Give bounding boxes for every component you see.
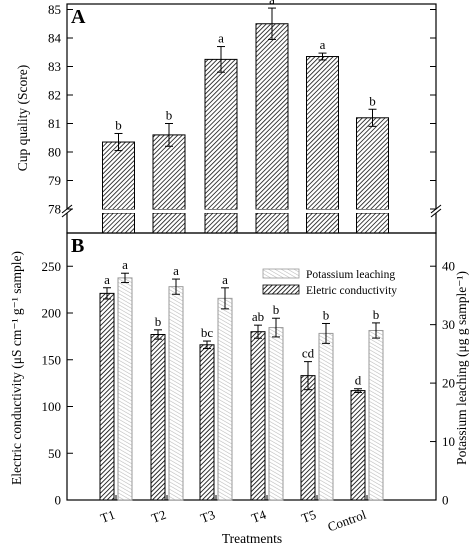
panel-a-y-tick-label: 79 (48, 173, 61, 188)
panel-b-left-y-tick-label: 50 (48, 446, 61, 461)
panel-a: A Cup quality (Score) 78 79 80 81 82 83 84 85 b… (15, 0, 442, 234)
panel-b-x-tick-label-t3: T3 (198, 507, 217, 526)
panel-b-right-y-tick-label: 10 (442, 434, 455, 449)
panel-b-ec-bar-t4 (250, 331, 266, 501)
panel-b-right-y-tick-label: 40 (442, 259, 455, 274)
panel-a-y-tick-label: 85 (48, 2, 61, 17)
panel-a-bar-t1 (102, 141, 135, 210)
panel-a-bar-stub-t5 (306, 212, 339, 234)
panel-b-k-letter-t3: a (222, 272, 228, 287)
panel-b-ec-letter-control: d (355, 373, 362, 388)
panel-a-y-axis: 78 79 80 81 82 83 84 85 (48, 2, 436, 217)
panel-b-ec-letter-t2: b (155, 314, 162, 329)
panel-a-y-tick-label: 80 (48, 145, 61, 160)
panel-b-ec-bar-t5 (300, 375, 316, 501)
panel-b-y-axis-title: Electric conductivity (μS cm⁻¹ g⁻¹ sampl… (9, 251, 24, 485)
panel-b-ec-bar-t1 (99, 292, 115, 501)
panel-b-letter: B (71, 235, 84, 257)
panel-b-x-tick-label-t5: T5 (299, 507, 318, 526)
panel-b-k-letter-control: b (373, 307, 380, 322)
panel-b-k-bar-t1 (117, 277, 133, 501)
panel-b-right-y-tick-label: 0 (442, 493, 449, 508)
panel-a-y-tick-label: 82 (48, 88, 61, 103)
legend-swatch-potassium-leaching (262, 268, 300, 279)
panel-b-right-y-axis-title: Potassium leaching (μg g sample⁻¹) (454, 271, 469, 465)
panel-a-letter: A (71, 6, 86, 28)
panel-a-break-gap (65, 209, 438, 213)
panel-a-bar-t4 (255, 23, 289, 210)
panel-a-y-tick-label: 78 (48, 202, 61, 217)
panel-b-x-axis: T1 T2 T3 T4 T5 Control (98, 495, 368, 534)
panel-b-x-tick-label-t4: T4 (249, 507, 268, 526)
panel-a-y-tick-label: 84 (48, 31, 62, 46)
legend-swatch-eletric-conductivity (262, 284, 300, 295)
panel-a-y-tick-label: 83 (48, 59, 61, 74)
panel-a-bar-stub-t4 (255, 212, 289, 234)
panel-b-left-y-axis: 0 50 100 150 200 250 (42, 259, 73, 508)
panel-b: B Electric conductivity (μS cm⁻¹ g⁻¹ sam… (9, 232, 469, 546)
panel-b-left-y-tick-label: 200 (42, 306, 62, 321)
panel-a-y-axis-title: Cup quality (Score) (15, 65, 30, 171)
panel-b-x-tick-label-t2: T2 (149, 507, 168, 526)
panel-a-letter-t2: b (166, 108, 173, 123)
panel-b-ec-bar-t2 (150, 334, 166, 501)
panel-a-y-tick-label: 81 (48, 116, 61, 131)
panel-b-x-axis-title: Treatments (222, 531, 282, 546)
legend-label-potassium-leaching: Potassium leaching (306, 269, 395, 281)
panel-a-break-mark-right-upper (430, 204, 442, 214)
panel-b-ec-letter-t5: cd (302, 346, 315, 361)
panel-b-k-bar-t3 (217, 297, 233, 501)
panel-a-letter-t3: a (218, 31, 224, 46)
panel-a-bar-stub-t2 (152, 212, 186, 234)
panel-a-letter-t4: a (269, 0, 275, 7)
panel-a-axis-break (61, 204, 442, 218)
panel-a-bar-stub-t3 (204, 212, 238, 234)
panel-b-left-y-tick-label: 100 (42, 399, 62, 414)
panel-b-k-bar-t2 (168, 286, 184, 501)
panel-b-x-tick-label-control: Control (326, 507, 369, 535)
panel-a-bar-t3 (204, 58, 238, 210)
panel-a-bar-t5 (306, 56, 339, 211)
legend-label-eletric-conductivity: Eletric conductivity (306, 285, 397, 297)
panel-a-bars: b b a a a b (102, 0, 389, 234)
panel-a-bar-control (356, 117, 389, 210)
panel-b-ec-bar-control (350, 390, 366, 501)
panel-b-k-bar-t4 (268, 327, 284, 501)
panel-a-bar-stub-control (356, 212, 389, 234)
panel-b-legend: Potassium leaching Eletric conductivity (262, 268, 397, 297)
panel-b-right-y-tick-label: 30 (442, 317, 455, 332)
panel-b-right-y-axis: 0 10 20 30 40 (430, 259, 455, 508)
panel-a-letter-control: b (369, 93, 376, 108)
panel-b-left-y-tick-label: 0 (55, 493, 62, 508)
panel-b-ec-bar-t3 (199, 344, 215, 501)
panel-b-right-y-tick-label: 20 (442, 376, 455, 391)
panel-a-bar-stub-t1 (102, 212, 135, 234)
panel-b-k-letter-t5: b (323, 307, 330, 322)
panel-b-k-bar-t5 (318, 332, 334, 501)
panel-b-k-letter-t1: a (122, 257, 128, 272)
panel-a-letter-t1: b (115, 117, 122, 132)
panel-b-k-bar-control (368, 329, 384, 501)
panel-b-left-y-tick-label: 250 (42, 259, 62, 274)
panel-b-x-tick-label-t1: T1 (98, 507, 117, 526)
panel-a-letter-t5: a (320, 37, 326, 52)
panel-b-k-letter-t2: a (173, 263, 179, 278)
panel-a-break-mark-right-lower (430, 208, 442, 218)
panel-a-break-mark-left-lower (61, 208, 73, 218)
panel-b-k-letter-t4: b (273, 302, 280, 317)
panel-b-ec-letter-t1: a (104, 272, 110, 287)
panel-b-ec-letter-t4: ab (252, 309, 264, 324)
panel-b-ec-letter-t3: bc (201, 325, 214, 340)
panel-b-left-y-tick-label: 150 (42, 352, 62, 367)
panel-a-break-mark-left-upper (61, 204, 73, 214)
